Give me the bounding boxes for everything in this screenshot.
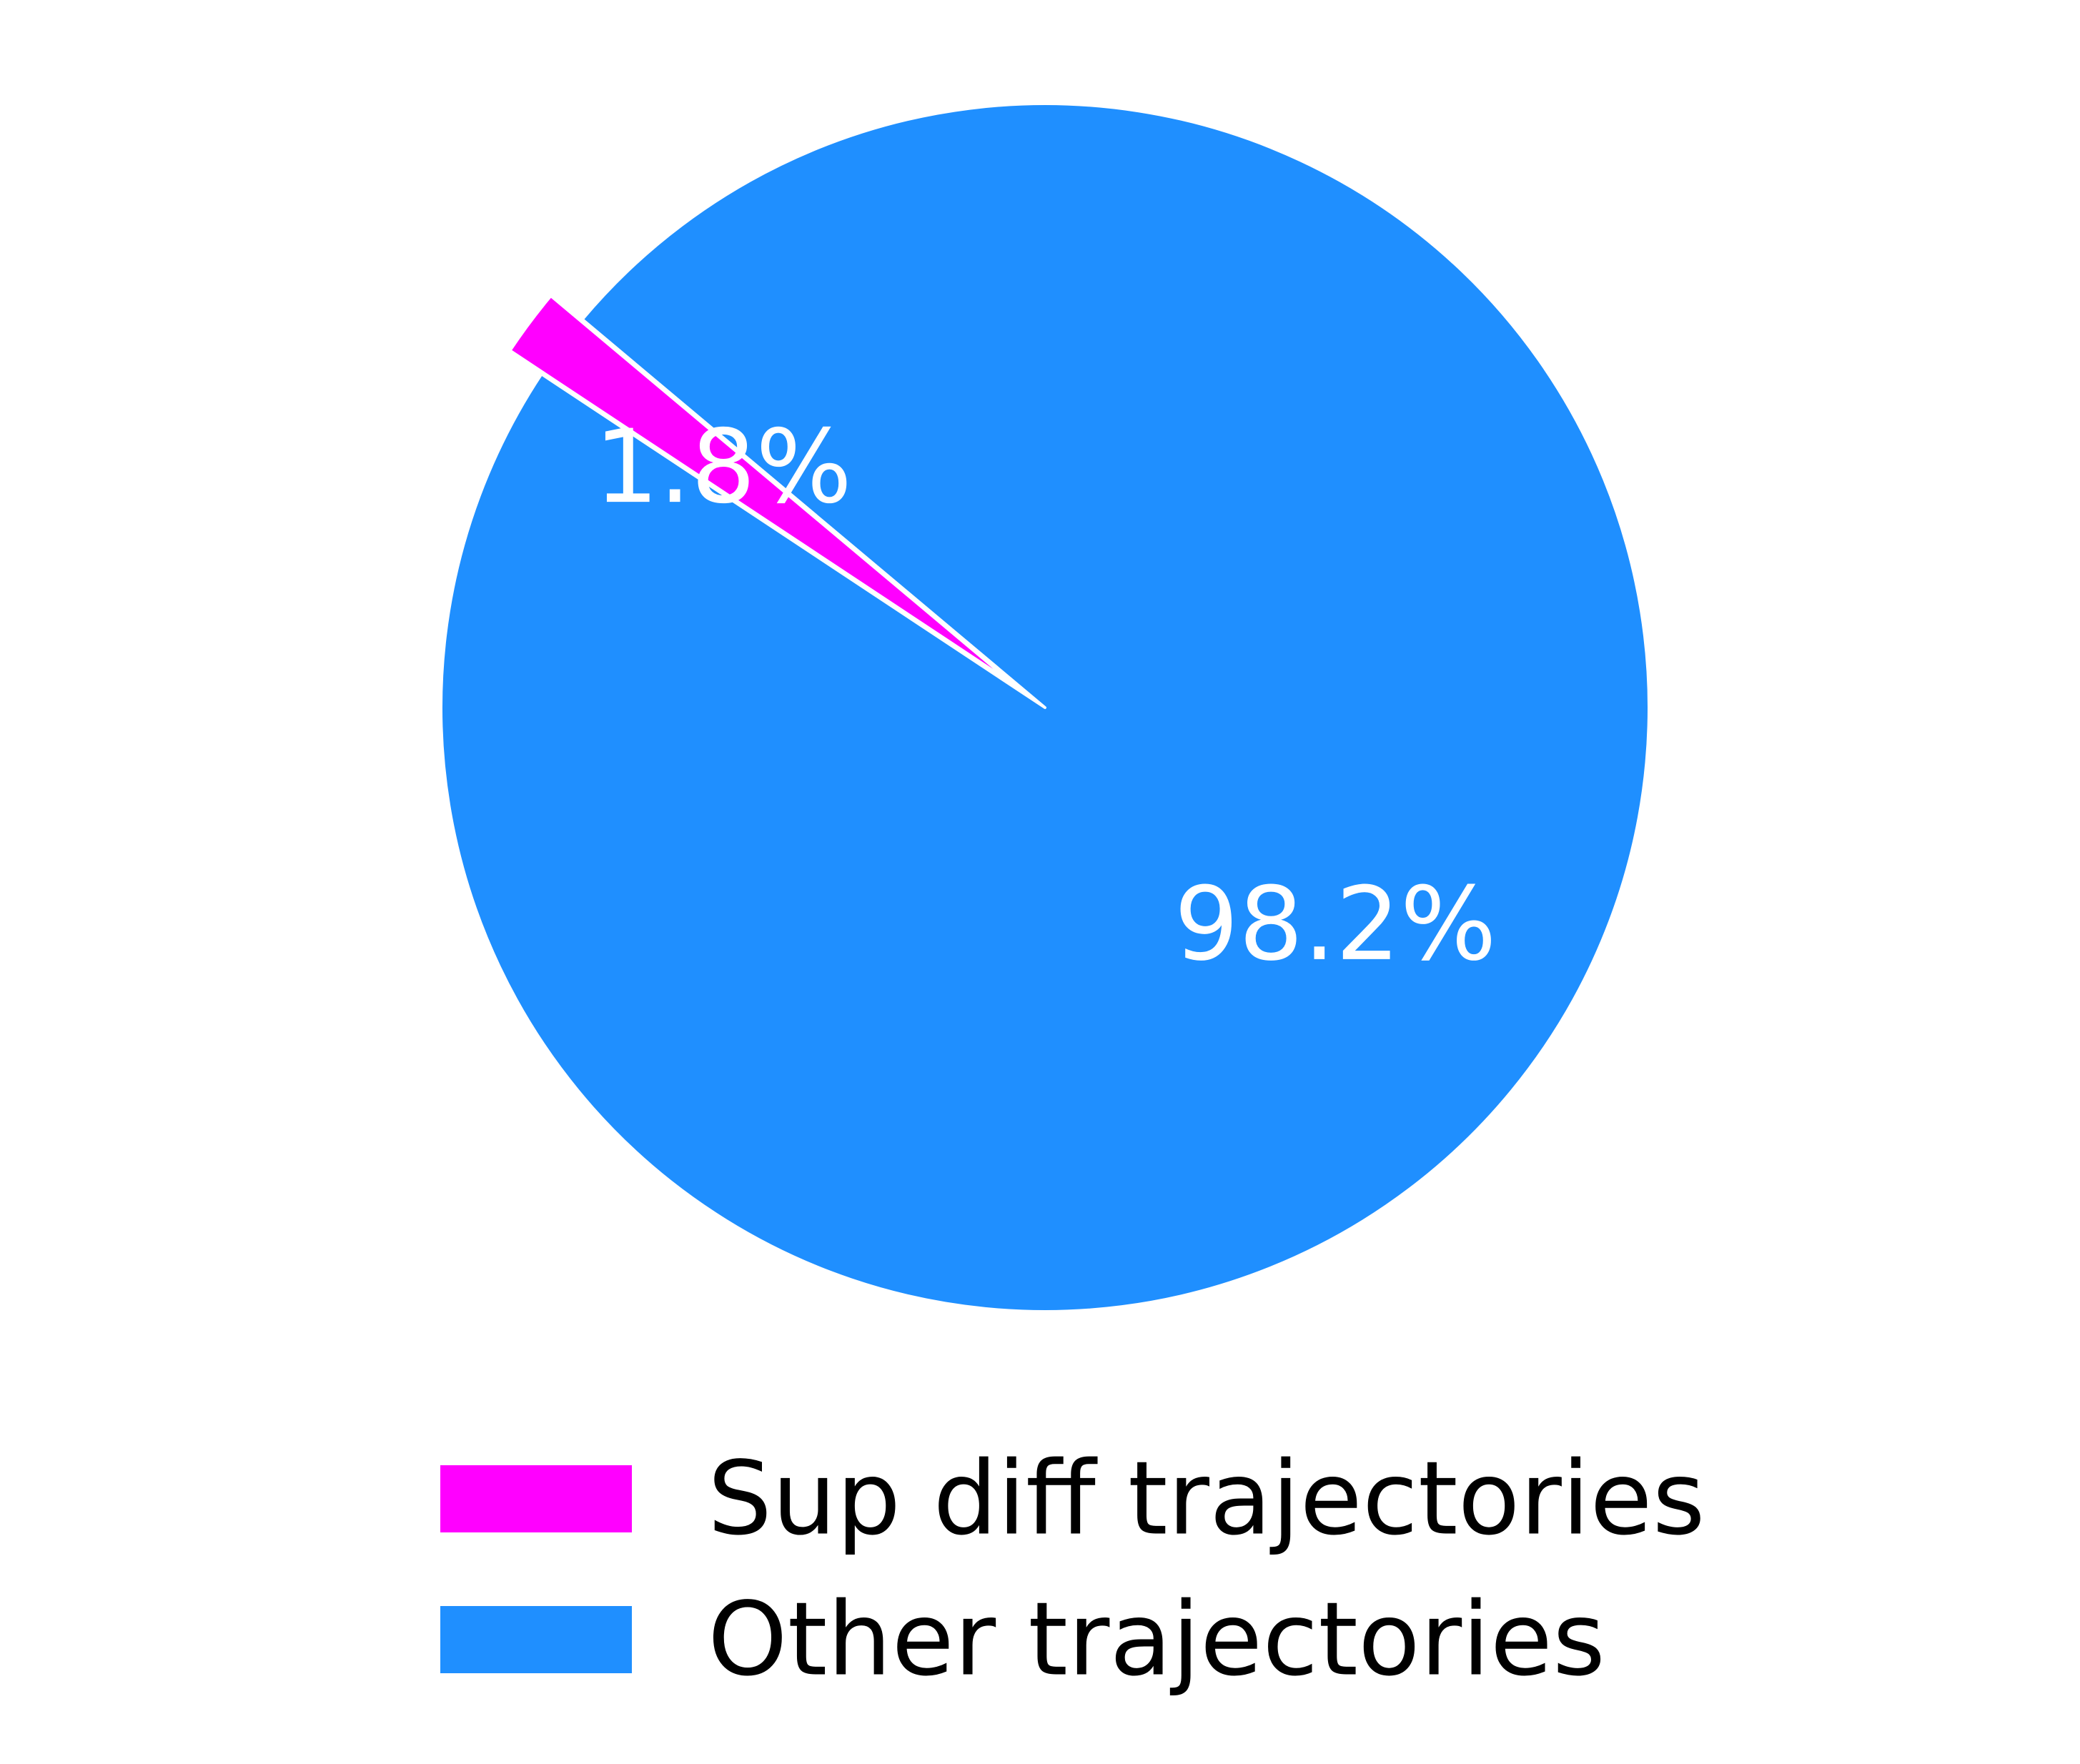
pie-percent-labels: 1.8% 98.2%: [594, 408, 1496, 983]
percent-label-other: 98.2%: [1174, 866, 1497, 983]
legend-swatch-other: [440, 1606, 632, 1673]
legend: Sup diff trajectories Other trajectories: [440, 1440, 1705, 1699]
pie-slice-other: [440, 102, 1650, 1313]
legend-label-sup-diff: Sup diff trajectories: [708, 1440, 1705, 1558]
pie-slices: [440, 102, 1650, 1313]
percent-label-sup-diff: 1.8%: [594, 408, 852, 526]
legend-swatch-sup-diff: [440, 1465, 632, 1532]
pie-slice-sup-diff: [508, 294, 1015, 686]
legend-label-other: Other trajectories: [708, 1581, 1605, 1699]
